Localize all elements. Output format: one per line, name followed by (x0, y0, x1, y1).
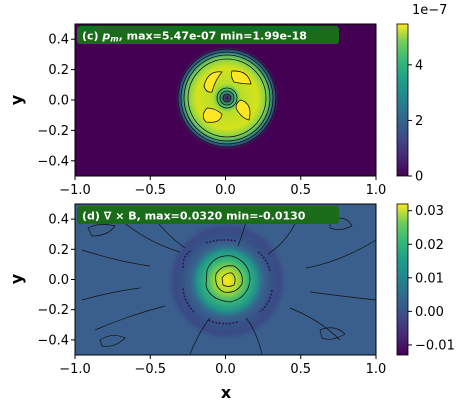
panel-d-field (81, 205, 376, 355)
contour-line (187, 58, 267, 138)
y-tick-label: 0.0 (48, 94, 69, 109)
y-tick-label: −0.2 (37, 303, 69, 318)
y-tick-label: −0.2 (37, 124, 69, 139)
x-tick-label: 0.0 (215, 362, 236, 377)
curl-core (189, 243, 265, 319)
panel-d-title: (d) ∇ × B, max=0.0320 min=-0.0130 (82, 210, 306, 223)
contour-line (177, 48, 277, 148)
contour-line (205, 255, 251, 303)
colorbar-tick-label: 0.02 (415, 238, 444, 253)
panel-d-colorbar: 0.03 0.02 0.01 0.00 −0.01 (396, 203, 455, 356)
negative-contour-arc (182, 287, 195, 313)
negative-contour-arc (182, 249, 193, 269)
panel-d-title-box: (d) ∇ × B, max=0.0320 min=-0.0130 (77, 206, 339, 224)
panel-c-title: (c) pm, max=5.47e-07 min=1.99e-18 (82, 30, 307, 44)
title-box-bg (77, 26, 339, 44)
x-tick-label: 0.5 (290, 183, 311, 198)
contour-line (183, 54, 271, 142)
y-tick-label: 0.4 (48, 33, 69, 48)
panel-d-xlabel: x (221, 383, 232, 402)
panel-c-field (176, 47, 278, 149)
x-tick-label: −1.0 (59, 183, 91, 198)
x-tick-label: 1.0 (366, 362, 387, 377)
y-tick-label: 0.2 (48, 243, 69, 258)
panel-d-heatmap: (d) ∇ × B, max=0.0320 min=-0.0130 y x −1… (7, 203, 386, 402)
colorbar-tick-label: 2 (415, 114, 423, 129)
panel-c-ylabel: y (7, 94, 26, 105)
panel-c-colorbar: 1e−7 0 2 4 (396, 3, 447, 185)
contour-line (222, 93, 232, 103)
contour-line (180, 51, 274, 145)
colorbar-tick-label: 0 (415, 170, 423, 185)
colorbar-tick-label: 4 (415, 58, 423, 73)
y-tick-label: 0.4 (48, 213, 69, 228)
contour-lobe (235, 99, 251, 121)
panel-c-ticks: −1.0 −0.5 0.0 0.5 1.0 −0.4 −0.2 0.0 0.2 0.4 (37, 33, 386, 198)
colorbar-d-gradient (396, 203, 409, 356)
y-tick-label: 0.0 (48, 273, 69, 288)
contour-loop (87, 217, 353, 347)
contour-line (219, 90, 235, 106)
contour-line (215, 265, 243, 293)
contour-lobe (202, 107, 223, 123)
y-tick-label: 0.2 (48, 63, 69, 78)
colorbar-c-ticks: 0 2 4 (408, 58, 423, 185)
contour-line (81, 205, 376, 355)
y-tick-label: −0.4 (37, 154, 69, 169)
x-tick-label: 1.0 (366, 183, 387, 198)
title-box-bg (77, 206, 339, 224)
x-tick-label: −1.0 (59, 362, 91, 377)
x-tick-label: 0.0 (215, 183, 236, 198)
colorbar-tick-label: 0.01 (415, 271, 444, 286)
colorbar-tick-label: 0.00 (415, 305, 444, 320)
negative-contour-arc (207, 319, 239, 325)
colorbar-tick-label: −0.01 (415, 338, 455, 353)
colorbar-tick-label: 0.03 (415, 204, 444, 219)
x-tick-label: 0.5 (290, 362, 311, 377)
x-tick-label: −0.5 (134, 183, 166, 198)
panel-d-ylabel: y (7, 273, 26, 284)
contour-line (221, 272, 236, 287)
colorbar-c-offset: 1e−7 (412, 3, 447, 18)
y-tick-label: −0.4 (37, 333, 69, 348)
colorbar-d-ticks: 0.03 0.02 0.01 0.00 −0.01 (408, 204, 455, 353)
contour-lobe (203, 71, 223, 93)
colorbar-c-gradient (396, 23, 409, 177)
panel-c-title-box: (c) pm, max=5.47e-07 min=1.99e-18 (77, 26, 339, 44)
contour-line (216, 87, 238, 109)
panel-d-ticks: −1.0 −0.5 0.0 0.5 1.0 −0.4 −0.2 0.0 0.2 0.4 (37, 213, 386, 377)
negative-contour-arc (205, 239, 237, 244)
panel-c-heatmap: (c) pm, max=5.47e-07 min=1.99e-18 y −1.0… (7, 23, 386, 198)
contour-lobe (230, 70, 252, 85)
negative-contour-arc (257, 251, 271, 273)
negative-contours (182, 239, 273, 325)
pressure-blob (176, 47, 278, 149)
x-tick-label: −0.5 (134, 362, 166, 377)
